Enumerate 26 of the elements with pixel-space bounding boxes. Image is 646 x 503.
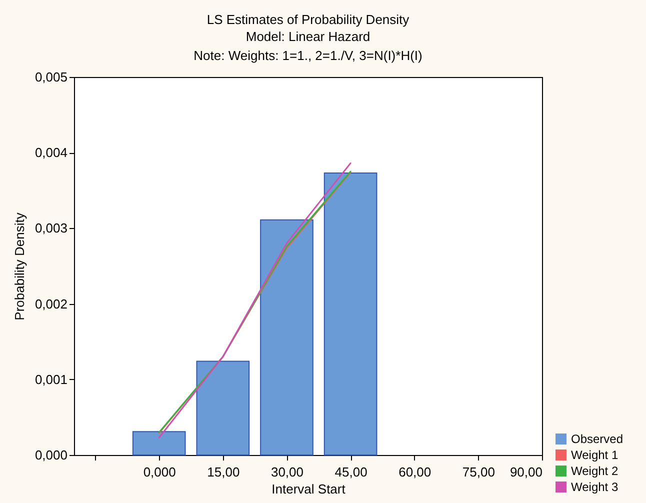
legend-label: Observed xyxy=(571,432,624,446)
y-tick-label: 0,001 xyxy=(34,372,68,387)
bar xyxy=(196,360,250,456)
chart-subtitle: Model: Linear Hazard xyxy=(246,29,370,44)
legend-label: Weight 2 xyxy=(571,464,618,478)
y-tick-label: 0,005 xyxy=(34,70,68,84)
bar xyxy=(132,431,186,456)
legend-label: Weight 3 xyxy=(571,480,618,494)
x-axis-title: Interval Start xyxy=(272,482,346,496)
x-tick-label: 30,00 xyxy=(270,464,304,480)
y-tick-label: 0,000 xyxy=(34,448,68,462)
y-tick-label: 0,004 xyxy=(34,145,68,160)
y-tick-label: 0,002 xyxy=(34,296,68,312)
text: Note: Weights: 1=1., 2=1./V, 3=N(I)*H(I) xyxy=(194,48,422,63)
x-tick-label: 15,00 xyxy=(207,464,240,480)
y-axis-title: Probability Density xyxy=(12,212,27,320)
x-tick-label: 75,00 xyxy=(462,464,495,480)
x-tick-label: 45,00 xyxy=(334,464,368,480)
x-tick-label: 60,00 xyxy=(398,464,432,480)
bar xyxy=(324,172,378,456)
x-tick-label: 90,00 xyxy=(510,464,542,480)
bar xyxy=(260,219,314,456)
x-tick-label: 0,000 xyxy=(143,464,176,480)
chart-title: LS Estimates of Probability Density xyxy=(206,12,410,27)
y-tick-label: 0,003 xyxy=(34,220,68,236)
legend-label: Weight 1 xyxy=(571,448,618,462)
